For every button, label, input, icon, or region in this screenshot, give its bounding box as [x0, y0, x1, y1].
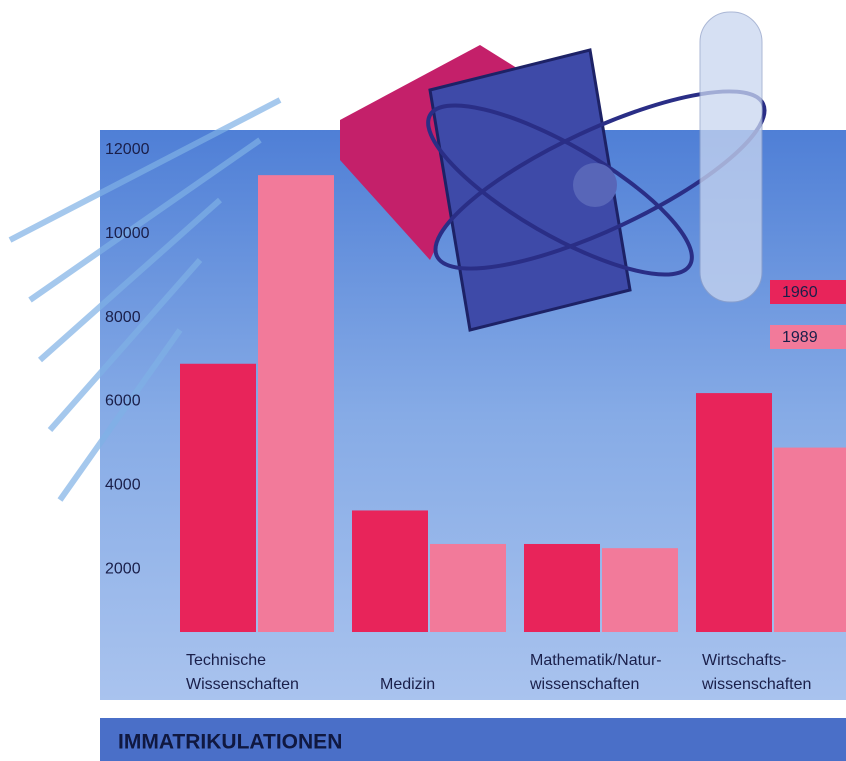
bar — [180, 363, 256, 632]
y-tick-label: 8000 — [105, 309, 141, 326]
x-tick-label: Wirtschafts- — [702, 652, 786, 669]
x-tick-label: Mathematik/Natur- — [530, 652, 662, 669]
bar — [430, 543, 506, 632]
bar — [352, 510, 428, 632]
y-tick-label: 10000 — [105, 225, 150, 242]
y-tick-label: 12000 — [105, 141, 150, 158]
legend-label: 1989 — [782, 329, 818, 346]
title-band — [100, 718, 846, 761]
x-tick-label: wissenschaften — [701, 676, 811, 693]
x-tick-label: Medizin — [380, 676, 435, 693]
illustration — [340, 11, 767, 332]
legend-label: 1960 — [782, 284, 818, 301]
scribbles — [8, 97, 282, 502]
x-tick-label: Technische — [186, 652, 266, 669]
bar — [524, 543, 600, 632]
bar — [602, 548, 678, 632]
chart-title: IMMATRIKULATIONEN — [118, 731, 342, 754]
legend-swatch — [770, 280, 846, 304]
y-tick-label: 4000 — [105, 477, 141, 494]
bar — [258, 175, 334, 632]
legend-swatch — [770, 325, 846, 349]
bar — [774, 447, 846, 632]
bar — [696, 393, 772, 632]
x-tick-label: wissenschaften — [529, 676, 639, 693]
x-tick-label: Wissenschaften — [186, 676, 299, 693]
y-tick-label: 6000 — [105, 393, 141, 410]
y-tick-label: 2000 — [105, 560, 141, 577]
